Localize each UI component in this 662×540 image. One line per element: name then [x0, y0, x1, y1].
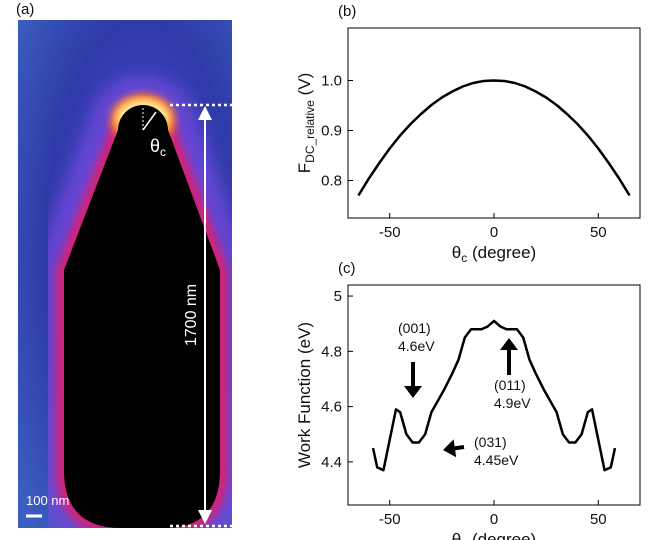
y-axis-label: Work Function (eV)	[295, 322, 314, 468]
y-tick-label: 0.8	[321, 173, 342, 190]
y-tick-label: 4.8	[321, 343, 342, 360]
data-line	[371, 319, 617, 472]
x-tick-label: 50	[590, 224, 607, 241]
length-label: 1700 nm	[183, 284, 200, 346]
annotation: 4.9eV	[494, 395, 531, 411]
annotation-arrowhead	[404, 386, 422, 398]
x-tick-label: 0	[490, 224, 498, 241]
x-axis-label-part: θ	[452, 243, 461, 262]
panel-label: (c)	[338, 260, 356, 277]
y-tick-label: 4.6	[321, 399, 342, 416]
y-tick-label: 1.0	[321, 73, 342, 90]
annotation: (031)	[474, 434, 507, 450]
annotation: (011)	[494, 377, 526, 393]
x-tick-label: 0	[490, 511, 498, 528]
y-tick-label: 4.4	[321, 454, 342, 471]
x-axis-label-part: c	[461, 251, 467, 265]
y-axis-label-part: F	[295, 163, 314, 173]
panel-label: (b)	[338, 3, 356, 20]
x-tick-label: 50	[590, 511, 607, 528]
x-axis-label: θc (degree)	[452, 530, 536, 540]
annotation: 4.45eV	[474, 452, 519, 468]
x-tick-label: -50	[379, 511, 401, 528]
angle-label: θc	[150, 136, 166, 159]
panel-label: (a)	[16, 1, 34, 18]
annotation-arrowhead	[500, 338, 518, 350]
simulation-image	[18, 20, 232, 528]
y-tick-label: 5	[334, 288, 342, 305]
y-axis-label: FDC_relative (V)	[295, 73, 317, 173]
x-axis-label-part: (degree)	[467, 243, 536, 262]
y-axis-label-part: (V)	[295, 73, 314, 100]
data-line	[357, 79, 631, 197]
annotation: 4.6eV	[398, 338, 435, 354]
annotation-arrowhead	[443, 439, 457, 458]
annotation: (001)	[398, 320, 431, 336]
x-axis-label-part: (degree)	[467, 530, 536, 540]
x-axis-label-part: θ	[452, 530, 461, 540]
x-tick-label: -50	[379, 224, 401, 241]
plot-frame	[347, 27, 641, 219]
y-axis-label-part: DC_relative	[303, 100, 317, 163]
x-axis-label-part: c	[461, 538, 467, 540]
x-axis-label: θc (degree)	[452, 243, 536, 265]
scale-label: 100 nm	[26, 493, 69, 508]
y-axis-label-part: Work Function (eV)	[295, 322, 314, 468]
y-tick-label: 0.9	[321, 123, 342, 140]
